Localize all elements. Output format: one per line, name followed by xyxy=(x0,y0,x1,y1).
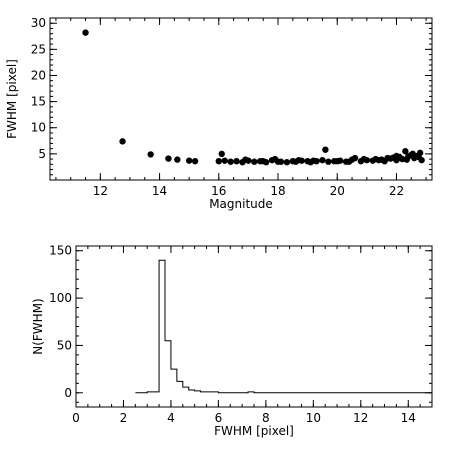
x-tick-label: 16 xyxy=(211,184,226,198)
y-tick-label: 0 xyxy=(64,386,72,400)
data-point xyxy=(82,29,89,36)
data-point xyxy=(185,157,193,164)
data-point xyxy=(147,151,154,158)
data-point xyxy=(165,155,172,162)
data-point xyxy=(242,156,249,163)
data-point xyxy=(233,157,240,165)
x-axis-label: FWHM [pixel] xyxy=(214,424,294,438)
x-tick-label: 14 xyxy=(401,411,416,425)
data-point xyxy=(174,156,181,163)
data-point xyxy=(191,157,199,165)
data-point xyxy=(345,158,353,165)
y-tick-label: 30 xyxy=(31,16,46,30)
x-tick-label: 2 xyxy=(120,411,128,425)
histogram-panel: 0 2 4 6 8 10 12 14 0 50 100 150 FWHM [pixel] N(FWHM) xyxy=(31,244,433,438)
data-point xyxy=(415,153,422,161)
data-point xyxy=(409,150,416,158)
scatter-panel: 12 14 16 18 20 22 5 10 15 20 25 30 Magnitude FWHM [pi… xyxy=(5,16,433,211)
y-tick-label: 100 xyxy=(49,291,72,305)
y-tick-label: 20 xyxy=(31,68,46,82)
x-tick-label: 14 xyxy=(152,184,167,198)
x-tick-label: 6 xyxy=(215,411,223,425)
x-tick-label: 18 xyxy=(270,184,285,198)
data-point xyxy=(384,154,391,162)
y-tick-label: 5 xyxy=(38,147,46,161)
y-axis-label: N(FWHM) xyxy=(31,298,45,354)
data-point xyxy=(295,156,302,164)
data-point xyxy=(274,158,282,165)
data-point xyxy=(221,157,228,164)
data-point xyxy=(310,157,317,164)
x-tick-label: 10 xyxy=(306,411,321,425)
plot-frame xyxy=(49,17,433,181)
x-tick-label: 20 xyxy=(330,184,345,198)
data-point xyxy=(119,138,126,145)
x-tick-label: 22 xyxy=(389,184,404,198)
data-point xyxy=(402,148,409,155)
data-point xyxy=(403,156,411,163)
data-point xyxy=(334,157,341,165)
y-tick-label: 25 xyxy=(31,42,46,56)
plot-frame xyxy=(75,245,433,408)
y-tick-label: 150 xyxy=(49,244,72,258)
x-tick-label: 4 xyxy=(167,411,175,425)
data-point xyxy=(351,154,359,162)
data-point xyxy=(227,158,234,165)
y-tick-label: 50 xyxy=(57,338,72,352)
data-point xyxy=(283,159,291,166)
data-point xyxy=(360,155,368,163)
data-point xyxy=(319,156,326,164)
data-point xyxy=(325,158,332,165)
x-axis-label: Magnitude xyxy=(209,197,273,211)
x-tick-label: 12 xyxy=(353,411,368,425)
x-tick-label: 8 xyxy=(262,411,270,425)
data-point xyxy=(218,150,225,158)
x-tick-label: 0 xyxy=(72,411,80,425)
data-point xyxy=(375,156,382,164)
data-point xyxy=(251,158,258,165)
y-axis-label: FWHM [pixel] xyxy=(5,59,19,139)
data-point xyxy=(260,157,267,165)
data-point xyxy=(322,146,329,153)
y-tick-label: 10 xyxy=(31,121,46,135)
y-tick-label: 15 xyxy=(31,95,46,109)
x-tick-label: 12 xyxy=(93,184,108,198)
data-point xyxy=(215,157,222,165)
histogram-steps xyxy=(135,259,432,394)
data-point xyxy=(393,152,400,160)
